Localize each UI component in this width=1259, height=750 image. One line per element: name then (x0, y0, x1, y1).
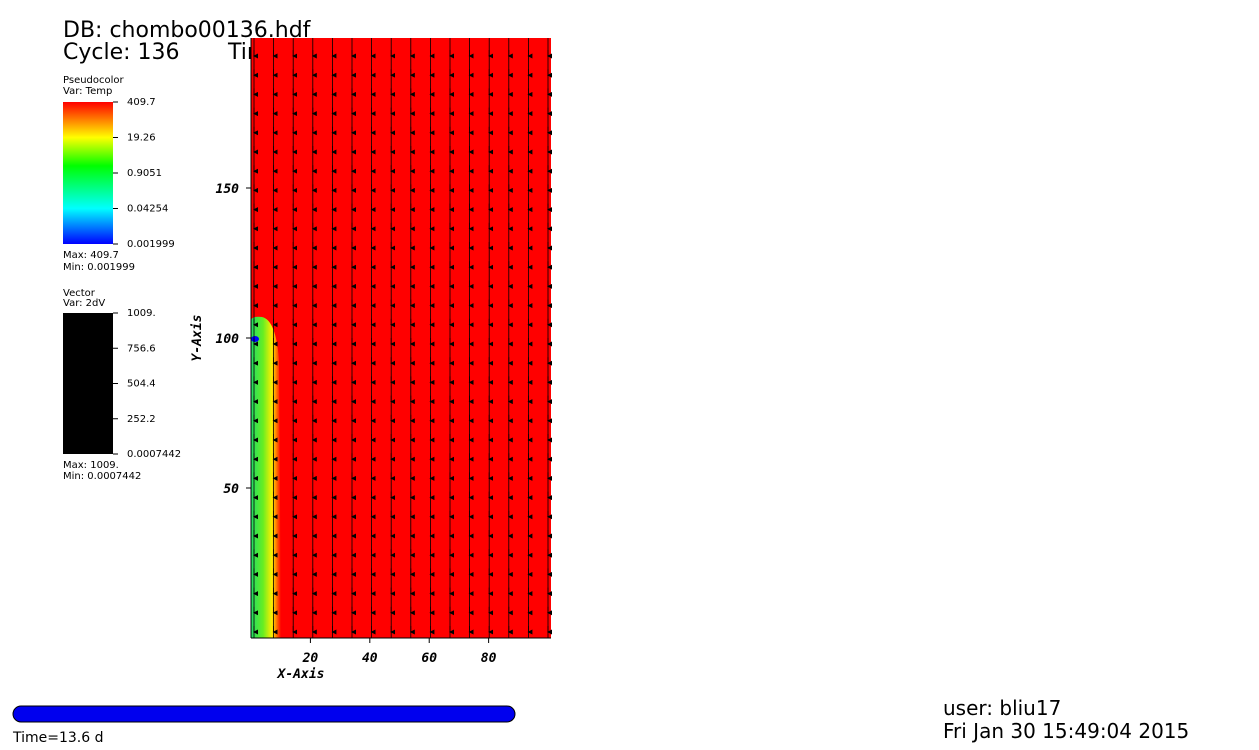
user: user: bliu17 (943, 696, 1061, 720)
legend-min: Min: 0.001999 (63, 262, 135, 273)
slider-label: Time=13.6 d (12, 730, 104, 746)
colorbar-label: 756.6 (127, 343, 156, 354)
time-slider[interactable] (12, 705, 516, 723)
y-tick-label: 50 (223, 482, 239, 497)
legend-min: Min: 0.0007442 (63, 471, 141, 482)
legend-var: Var: Temp (63, 86, 112, 97)
colorbar (63, 102, 113, 244)
legend-var: Var: 2dV (63, 298, 105, 309)
legend-title: Pseudocolor (63, 75, 125, 86)
x-tick-label: 40 (362, 651, 378, 666)
cycle: Cycle: 136 (63, 40, 180, 65)
y-tick-label: 100 (216, 332, 240, 347)
colorbar-label: 19.26 (127, 133, 156, 144)
legend-title: Vector (63, 288, 96, 299)
y-tick-label: 150 (216, 182, 240, 197)
x-tick-label: 80 (481, 651, 497, 666)
date: Fri Jan 30 15:49:04 2015 (943, 719, 1189, 743)
legend-max: Max: 1009. (63, 460, 119, 471)
colorbar-label: 252.2 (127, 414, 156, 425)
x-tick-label: 20 (302, 651, 319, 666)
plume (251, 316, 281, 638)
colorbar (63, 313, 113, 454)
x-tick-label: 60 (421, 651, 437, 666)
colorbar-label: 504.4 (127, 379, 156, 390)
colorbar-label: 409.7 (127, 97, 156, 108)
field (251, 38, 551, 638)
colorbar-label: 1009. (127, 308, 156, 319)
plot-area (251, 38, 552, 638)
colorbar-label: 0.0007442 (127, 449, 181, 460)
legend-max: Max: 409.7 (63, 250, 119, 261)
y-axis-label: Y-Axis (190, 315, 205, 362)
colorbar-label: 0.9051 (127, 168, 162, 179)
x-axis-label: X-Axis (277, 667, 325, 682)
colorbar-label: 0.001999 (127, 239, 175, 250)
cold-spot (251, 336, 259, 342)
colorbar-label: 0.04254 (127, 204, 168, 215)
